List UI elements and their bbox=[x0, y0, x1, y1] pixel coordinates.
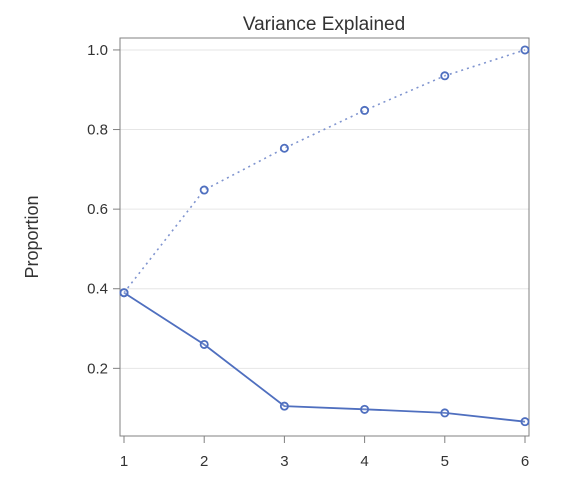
series-2-dotted bbox=[119, 45, 530, 298]
data-point bbox=[119, 288, 129, 298]
x-tick-label: 4 bbox=[360, 453, 368, 470]
y-tick-label: 0.4 bbox=[87, 281, 108, 298]
x-tick-label: 2 bbox=[200, 453, 208, 470]
y-axis-label: Proportion bbox=[22, 195, 42, 278]
y-tick-label: 0.2 bbox=[87, 360, 108, 377]
x-tick-label: 6 bbox=[521, 453, 529, 470]
chart-title: Variance Explained bbox=[243, 14, 405, 35]
x-tick-label: 5 bbox=[441, 453, 449, 470]
series-1-solid bbox=[119, 288, 530, 427]
y-tick-label: 0.6 bbox=[87, 201, 108, 218]
series-line bbox=[123, 291, 526, 423]
series-line bbox=[123, 49, 526, 294]
data-point bbox=[520, 45, 530, 55]
data-point bbox=[199, 339, 209, 349]
data-point bbox=[360, 404, 370, 414]
data-point bbox=[199, 185, 209, 195]
x-tick-label: 3 bbox=[280, 453, 288, 470]
grid-lines bbox=[120, 49, 529, 369]
data-point bbox=[279, 401, 289, 411]
y-tick-label: 0.8 bbox=[87, 122, 108, 139]
data-point bbox=[279, 143, 289, 153]
data-point bbox=[360, 105, 370, 115]
x-tick-label: 1 bbox=[120, 453, 128, 470]
data-point bbox=[440, 71, 450, 81]
data-point bbox=[520, 417, 530, 427]
y-tick-label: 1.0 bbox=[87, 42, 108, 59]
series-layer bbox=[119, 45, 530, 427]
data-point bbox=[440, 408, 450, 418]
plot-frame bbox=[119, 37, 530, 437]
axis-ticks: 0.2 0.4 0.6 0.8 1.0 1 2 3 4 5 6 bbox=[87, 42, 529, 470]
